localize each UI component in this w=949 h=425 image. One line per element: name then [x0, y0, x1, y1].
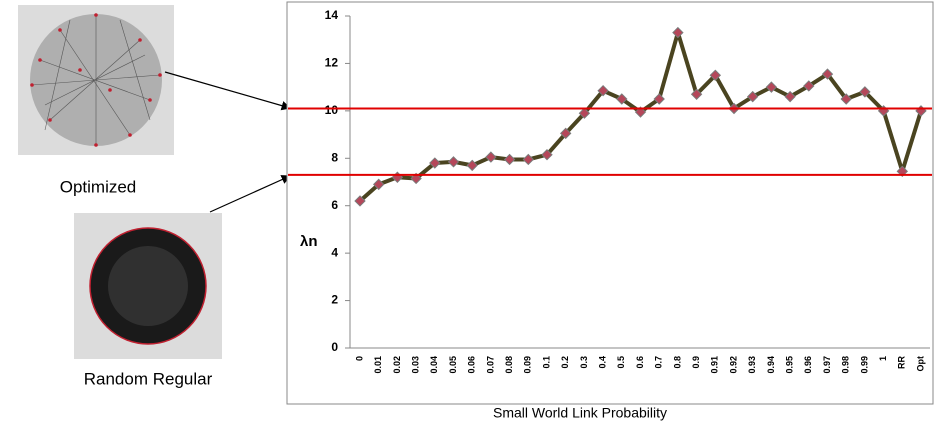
x-tick-label: 0.05 [448, 356, 458, 374]
x-tick-label: 0.5 [616, 356, 626, 369]
y-tick-label: 8 [331, 150, 338, 164]
x-tick-label: 0.08 [504, 356, 514, 374]
x-tick-label: 0.8 [672, 356, 682, 369]
optimized-network-image [18, 5, 174, 155]
x-tick-label: 0.92 [728, 356, 738, 374]
x-tick-label: Opt [915, 356, 925, 372]
x-tick-label: 0.95 [784, 356, 794, 374]
chart-frame [287, 2, 933, 404]
image-label: Random Regular [84, 369, 213, 388]
x-tick-label: 0.03 [410, 356, 420, 374]
page: {"chart_data": {"type": "line", "x_label… [0, 0, 949, 425]
x-tick-label: 0.04 [429, 356, 439, 374]
x-tick-label: 0 [354, 356, 364, 361]
x-axis-label: Small World Link Probability [493, 405, 667, 421]
x-tick-label: 0.02 [392, 356, 402, 374]
x-tick-label: 0.4 [597, 356, 607, 369]
x-tick-label: 0.9 [691, 356, 701, 369]
y-tick-label: 10 [325, 103, 339, 117]
y-tick-label: 6 [331, 198, 338, 212]
x-tick-label: 0.96 [803, 356, 813, 374]
arrow [165, 72, 290, 108]
x-tick-label: 0.94 [766, 356, 776, 374]
y-tick-label: 4 [331, 245, 338, 259]
y-axis-label: λn [300, 233, 318, 250]
x-tick-label: 0.01 [373, 356, 383, 374]
x-tick-label: RR [897, 356, 907, 369]
y-tick-label: 12 [325, 56, 339, 70]
x-tick-label: 0.3 [579, 356, 589, 369]
x-tick-label: 0.99 [859, 356, 869, 374]
x-tick-label: 0.7 [654, 356, 664, 369]
x-tick-label: 0.06 [467, 356, 477, 374]
image-label: Optimized [60, 177, 137, 196]
x-tick-label: 0.09 [523, 356, 533, 374]
arrow [210, 176, 290, 212]
x-tick-label: 0.98 [841, 356, 851, 374]
x-tick-label: 0.97 [822, 356, 832, 374]
x-tick-label: 0.1 [541, 356, 551, 369]
random-regular-network-image [74, 213, 222, 359]
x-tick-label: 0.6 [635, 356, 645, 369]
y-tick-label: 0 [331, 340, 338, 354]
x-tick-label: 1 [878, 356, 888, 361]
y-tick-label: 2 [331, 293, 338, 307]
x-tick-label: 0.91 [710, 356, 720, 374]
y-tick-label: 14 [325, 8, 339, 22]
figure: Optimized Random Regular λn Small World … [0, 0, 949, 425]
x-tick-label: 0.93 [747, 356, 757, 374]
x-tick-label: 0.2 [560, 356, 570, 369]
x-tick-label: 0.07 [485, 356, 495, 374]
